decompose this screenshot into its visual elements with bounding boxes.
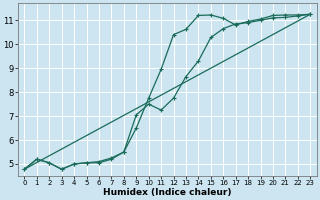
X-axis label: Humidex (Indice chaleur): Humidex (Indice chaleur)	[103, 188, 232, 197]
